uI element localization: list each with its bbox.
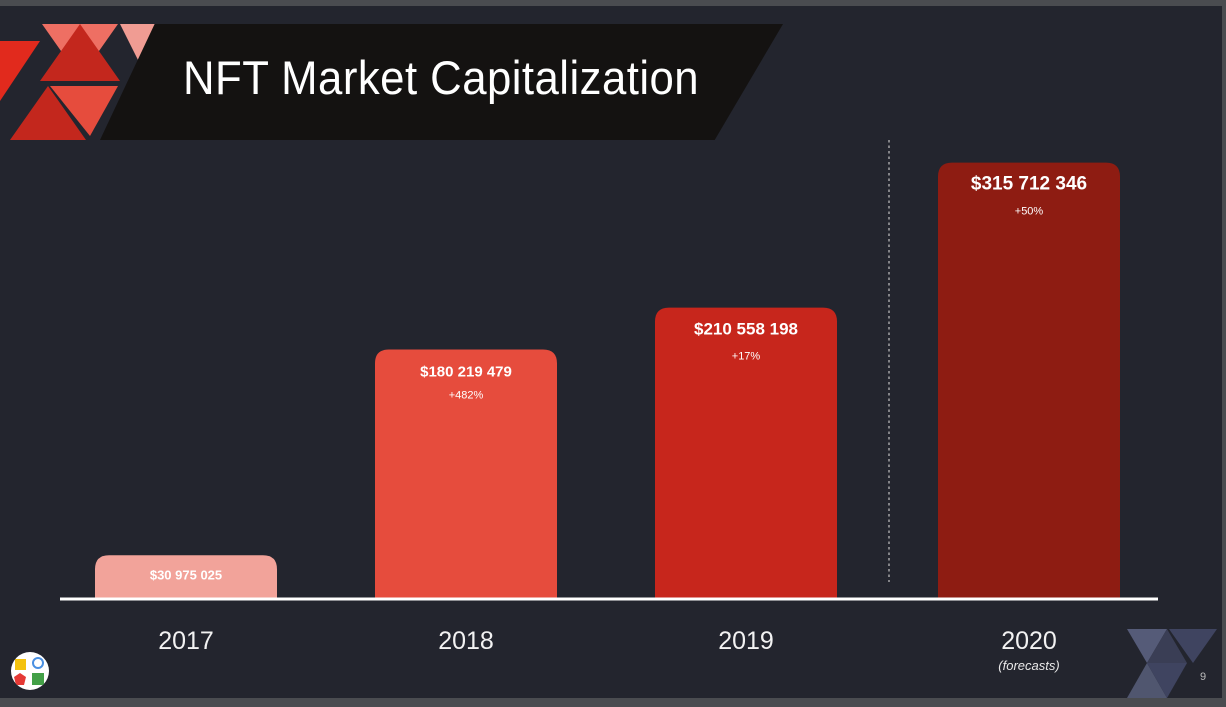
x-tick-label-2018: 2018 bbox=[438, 627, 494, 655]
bar-2020 bbox=[938, 162, 1120, 599]
x-tick-note-2020: (forecasts) bbox=[998, 658, 1059, 673]
x-tick-label-2020: 2020 bbox=[1001, 627, 1057, 655]
bar-2018 bbox=[375, 349, 557, 598]
chart-title: NFT Market Capitalization bbox=[183, 51, 700, 104]
x-tick-label-2017: 2017 bbox=[158, 627, 214, 655]
bar-change-label-2018: +482% bbox=[449, 389, 484, 401]
title-band bbox=[100, 24, 783, 140]
bar-value-label-2018: $180 219 479 bbox=[420, 363, 512, 380]
bar-change-label-2019: +17% bbox=[732, 351, 761, 363]
bar-change-label-2020: +50% bbox=[1015, 206, 1044, 218]
bar-chart: $30 975 025 2017 $180 219 479 +482% 2018 $210… bbox=[60, 140, 1158, 673]
logo-icon bbox=[11, 652, 49, 690]
bar-value-label-2020: $315 712 346 bbox=[971, 174, 1087, 195]
page-number: 9 bbox=[1200, 671, 1207, 683]
slide: NFT Market Capitalization $30 975 025 201… bbox=[0, 6, 1222, 698]
bar-value-label-2019: $210 558 198 bbox=[694, 320, 798, 339]
x-tick-label-2019: 2019 bbox=[718, 627, 774, 655]
bar-2017 bbox=[95, 555, 277, 598]
bar-2019 bbox=[655, 307, 837, 598]
bar-value-label-2017: $30 975 025 bbox=[150, 567, 222, 582]
